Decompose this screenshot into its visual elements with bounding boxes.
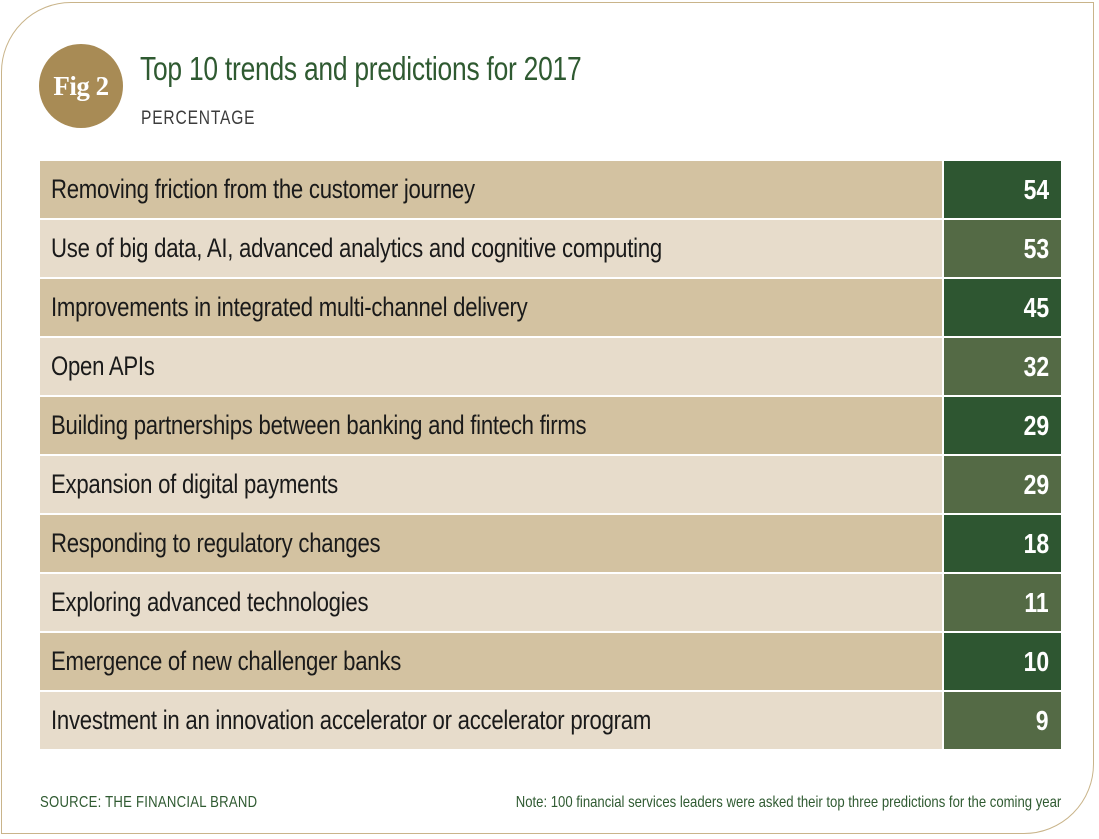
row-value-text: 32 <box>1023 350 1049 382</box>
row-value: 29 <box>944 456 1061 513</box>
row-label-text: Expansion of digital payments <box>51 469 339 499</box>
row-label-text: Emergence of new challenger banks <box>51 646 402 676</box>
table-row: Emergence of new challenger banks 10 <box>40 633 1061 690</box>
row-label: Building partnerships between banking an… <box>40 397 942 454</box>
row-value: 32 <box>944 338 1061 395</box>
row-label: Emergence of new challenger banks <box>40 633 942 690</box>
row-label: Responding to regulatory changes <box>40 515 942 572</box>
row-value-text: 29 <box>1023 468 1049 500</box>
row-value-text: 9 <box>1036 704 1049 736</box>
chart-subtitle: PERCENTAGE <box>141 108 256 129</box>
row-value: 53 <box>944 220 1061 277</box>
table-row: Investment in an innovation accelerator … <box>40 692 1061 749</box>
table-row: Expansion of digital payments 29 <box>40 456 1061 513</box>
row-value: 54 <box>944 161 1061 218</box>
row-value: 29 <box>944 397 1061 454</box>
row-label: Open APIs <box>40 338 942 395</box>
row-label-text: Use of big data, AI, advanced analytics … <box>51 233 662 263</box>
row-value: 9 <box>944 692 1061 749</box>
row-value-text: 45 <box>1023 291 1049 323</box>
row-label: Exploring advanced technologies <box>40 574 942 631</box>
row-value-text: 18 <box>1023 527 1049 559</box>
table-row: Improvements in integrated multi-channel… <box>40 279 1061 336</box>
note-text: Note: 100 financial services leaders wer… <box>515 794 1061 811</box>
row-label: Improvements in integrated multi-channel… <box>40 279 942 336</box>
row-value-text: 29 <box>1023 409 1049 441</box>
row-value-text: 53 <box>1023 232 1049 264</box>
figure-badge: Fig 2 <box>39 44 123 128</box>
table-row: Building partnerships between banking an… <box>40 397 1061 454</box>
row-label-text: Building partnerships between banking an… <box>51 410 587 440</box>
row-value: 18 <box>944 515 1061 572</box>
chart-title: Top 10 trends and predictions for 2017 <box>140 50 582 87</box>
table-row: Removing friction from the customer jour… <box>40 161 1061 218</box>
source-text: SOURCE: THE FINANCIAL BRAND <box>40 794 258 811</box>
row-value-text: 11 <box>1024 586 1049 618</box>
row-label-text: Improvements in integrated multi-channel… <box>51 292 528 322</box>
row-value-text: 10 <box>1023 645 1049 677</box>
row-label: Use of big data, AI, advanced analytics … <box>40 220 942 277</box>
row-label: Removing friction from the customer jour… <box>40 161 942 218</box>
figure-badge-label: Fig 2 <box>53 70 109 101</box>
row-value-text: 54 <box>1023 173 1049 205</box>
row-label-text: Removing friction from the customer jour… <box>51 174 475 204</box>
row-label-text: Investment in an innovation accelerator … <box>51 705 652 735</box>
row-label-text: Responding to regulatory changes <box>51 528 381 558</box>
row-value: 45 <box>944 279 1061 336</box>
trends-table: Removing friction from the customer jour… <box>40 161 1061 751</box>
table-row: Use of big data, AI, advanced analytics … <box>40 220 1061 277</box>
row-value: 10 <box>944 633 1061 690</box>
row-label: Expansion of digital payments <box>40 456 942 513</box>
table-row: Open APIs 32 <box>40 338 1061 395</box>
row-label-text: Open APIs <box>51 351 155 381</box>
table-row: Exploring advanced technologies 11 <box>40 574 1061 631</box>
row-label: Investment in an innovation accelerator … <box>40 692 942 749</box>
row-label-text: Exploring advanced technologies <box>51 587 369 617</box>
table-row: Responding to regulatory changes 18 <box>40 515 1061 572</box>
row-value: 11 <box>944 574 1061 631</box>
